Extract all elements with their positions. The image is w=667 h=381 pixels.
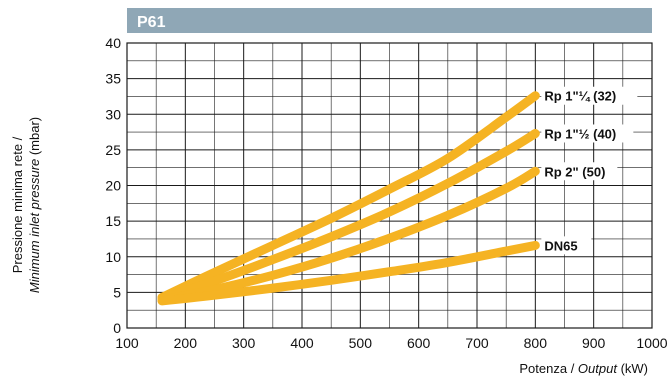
x-tick-label: 900 <box>582 335 606 351</box>
x-tick-label: 800 <box>524 335 548 351</box>
x-axis-label-italic: Output <box>578 361 618 376</box>
x-tick-label: 300 <box>232 335 256 351</box>
x-tick-label: 500 <box>349 335 373 351</box>
y-axis-label-unit: (mbar) <box>27 117 42 159</box>
series-label-bg <box>541 86 638 105</box>
x-axis-label-part1: Potenza / <box>519 361 578 376</box>
y-axis-label-line1: Pressione minima rete / <box>10 136 25 273</box>
y-tick-label: 10 <box>105 249 121 265</box>
y-tick-label: 15 <box>105 213 121 229</box>
series-label: Rp 1"½ (40) <box>544 126 616 141</box>
y-tick-label: 0 <box>113 320 121 336</box>
series-line <box>157 91 540 302</box>
y-axis-ticks: 0 5 10 15 20 25 30 35 40 <box>105 35 121 336</box>
series-labels: Rp 1"¼ (32) Rp 1"½ (40) Rp 2" (50) DN65 <box>541 86 638 255</box>
x-axis-label: Potenza / Output (kW) <box>519 361 648 376</box>
y-tick-label: 40 <box>105 35 121 51</box>
series-label: Rp 1"¼ (32) <box>544 89 616 104</box>
series-label: DN65 <box>544 238 577 253</box>
y-axis-label: Pressione minima rete / Minimum inlet pr… <box>10 117 42 293</box>
title-bar <box>127 8 652 33</box>
x-tick-label: 1000 <box>636 335 667 351</box>
series-line <box>157 129 540 304</box>
series-curves <box>157 91 540 306</box>
y-tick-label: 20 <box>105 178 121 194</box>
x-tick-label: 400 <box>290 335 314 351</box>
series-label-bg <box>541 162 618 181</box>
y-tick-label: 25 <box>105 142 121 158</box>
y-axis-label-line2: Minimum inlet pressure (mbar) <box>27 117 42 293</box>
plot-frame <box>126 42 653 329</box>
y-tick-label: 35 <box>105 71 121 87</box>
y-tick-label: 30 <box>105 106 121 122</box>
x-axis-label-unit: (kW) <box>617 361 648 376</box>
chart-title: P61 <box>137 14 166 31</box>
series-line <box>157 240 540 306</box>
series-label-bg <box>541 124 634 143</box>
x-tick-label: 100 <box>115 335 139 351</box>
x-tick-label: 700 <box>465 335 489 351</box>
x-tick-label: 600 <box>407 335 431 351</box>
series-line <box>157 166 540 305</box>
y-tick-label: 5 <box>113 284 121 300</box>
y-axis-label-italic: Minimum inlet pressure <box>27 159 42 293</box>
series-label-bg <box>541 236 592 255</box>
series-label: Rp 2" (50) <box>544 164 605 179</box>
x-tick-label: 200 <box>174 335 198 351</box>
x-axis-ticks: 100 200 300 400 500 600 700 800 900 1000 <box>115 335 667 351</box>
